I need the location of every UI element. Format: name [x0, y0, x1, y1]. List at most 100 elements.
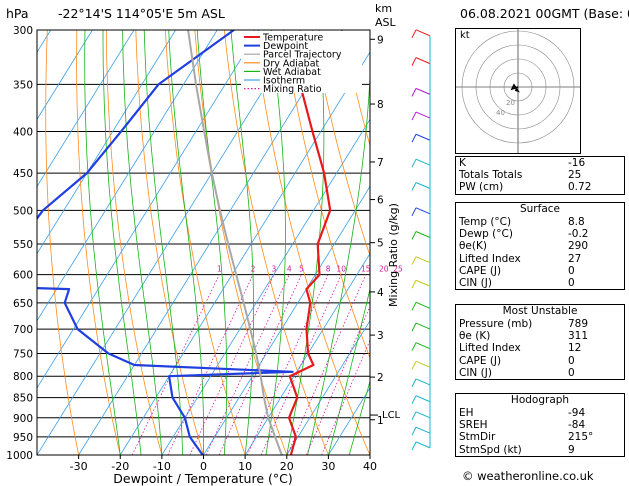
wind-barb-flag [411, 29, 417, 39]
mixing-ratio-line [286, 274, 367, 455]
pressure-tick-300: 300 [13, 25, 33, 37]
wet-adiabat [348, 379, 370, 455]
wind-barb [415, 342, 431, 350]
hodo-stmdir: StmDir 215° [459, 431, 594, 444]
wind-barb [415, 87, 431, 95]
hodo-eh: EH -94 [459, 407, 586, 419]
pressure-tick-400: 400 [13, 127, 33, 139]
x-tick-10: 10 [238, 460, 252, 473]
mu-lifted-index: Lifted Index 12 [459, 342, 582, 355]
wind-barb-flag [411, 322, 417, 332]
isotherm [78, 30, 343, 455]
mu-cape: CAPE (J) 0 [459, 354, 575, 367]
wind-barb-flag [411, 342, 417, 351]
asl-unit-label: ASL [375, 16, 396, 29]
km-tick-7: 7 [377, 157, 384, 169]
mixing-ratio-line [205, 274, 290, 455]
wind-barb [415, 441, 431, 449]
wind-barb [415, 360, 431, 368]
pressure-tick-600: 600 [13, 270, 33, 282]
hodo-trace [510, 83, 520, 93]
index-row-totals: Totals Totals 25 [459, 169, 582, 182]
mu-pressure: Pressure (mb) 789 [459, 318, 589, 330]
mixing-ratio-line [189, 274, 275, 455]
wind-barb-flag [411, 88, 417, 97]
isotherm [0, 30, 9, 455]
wind-barb-flag [411, 134, 417, 143]
mixing-ratio-label-4: 4 [287, 265, 292, 274]
x-tick-20: 20 [280, 460, 294, 473]
km-tick-5: 5 [377, 238, 384, 250]
isotherm [37, 30, 135, 188]
x-axis-label: Dewpoint / Temperature (°C) [113, 471, 292, 486]
legend-temperature: Temperature [262, 33, 323, 44]
pressure-tick-1000: 1000 [6, 450, 33, 462]
wind-barb [415, 207, 431, 215]
copyright-text: © weatheronline.co.uk [462, 469, 594, 483]
isotherm [37, 30, 301, 455]
hodograph-params-title: Hodograph [510, 394, 570, 406]
dry-adiabat [45, 30, 79, 455]
wet-adiabat [102, 30, 142, 455]
wind-barb [415, 111, 431, 119]
mixing-ratio-line [167, 274, 254, 455]
hodo-ring [461, 30, 575, 144]
pressure-tick-750: 750 [13, 348, 33, 360]
km-unit-label: km [375, 2, 393, 15]
x-tick-40: 40 [363, 460, 377, 473]
forecast-datetime: 06.08.2021 00GMT (Base: 00) [460, 6, 629, 21]
wet-adiabat [286, 30, 325, 455]
legend-dry-adiabat: Dry Adiabat [263, 58, 320, 69]
wind-barb [415, 231, 431, 238]
wind-barb-flag [411, 280, 417, 289]
wet-adiabat [122, 30, 163, 455]
mixing-ratio-label-3: 3 [272, 265, 277, 274]
wind-barb-flag [411, 182, 417, 191]
index-row-pw: PW (cm) 0.72 [459, 181, 592, 194]
mixing-ratio-label-10: 10 [336, 265, 346, 274]
wind-barb-flag [411, 302, 417, 311]
km-tick-9: 9 [377, 34, 384, 46]
wind-barb [415, 322, 431, 330]
wind-barb [415, 158, 431, 166]
dry-adiabat [253, 30, 370, 455]
legend-wet-adiabat: Wet Adiabat [263, 67, 321, 78]
wind-barb [415, 378, 431, 386]
dry-adiabat [282, 30, 370, 359]
hodo-ring [503, 72, 533, 102]
wind-barb-flag [411, 441, 417, 451]
mixing-ratio-axis-label: Mixing Ratio (g/kg) [387, 203, 400, 307]
mixing-ratio-line [131, 274, 220, 455]
mixing-ratio-label-15: 15 [361, 265, 371, 274]
wind-barb [415, 411, 431, 419]
hodo-ring-label-40: 40 [496, 109, 505, 117]
dry-adiabat [223, 30, 329, 455]
pressure-tick-500: 500 [13, 205, 33, 217]
km-tick-6: 6 [377, 195, 384, 207]
surface-cin: CIN (J) 0 [459, 276, 575, 289]
pressure-tick-450: 450 [13, 168, 33, 180]
lcl-label: LCL [382, 410, 401, 421]
legend-parcel-trajectory: Parcel Trajectory [263, 50, 342, 61]
wind-barb [415, 301, 431, 309]
x-tick-30: 30 [321, 460, 335, 473]
mu-cin: CIN (J) 0 [459, 366, 575, 379]
wet-adiabat [168, 30, 204, 455]
series-temperature [287, 84, 332, 455]
x-tick-0: 0 [200, 460, 207, 473]
pressure-tick-900: 900 [13, 413, 33, 425]
surface-title: Surface [519, 203, 560, 215]
isotherm [244, 252, 370, 455]
mu-theta-e: θe (K) 311 [459, 330, 589, 343]
pressure-tick-350: 350 [13, 79, 33, 91]
hodo-ring-label-20: 20 [506, 99, 515, 107]
hodograph-params-panel: Hodograph EH -94 SREH -84 StmDir 215° StmSp… [455, 393, 625, 457]
dry-adiabat [105, 30, 163, 455]
wind-barb [415, 426, 431, 434]
wind-barb [415, 57, 431, 65]
wind-barb [415, 256, 431, 264]
isotherm [37, 30, 176, 255]
wind-barb [415, 395, 431, 403]
